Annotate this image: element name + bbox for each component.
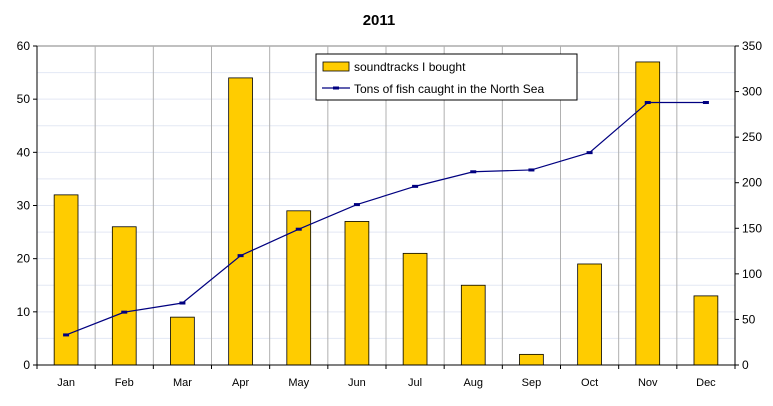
x-tick-label-mar: Mar: [173, 377, 192, 389]
y-right-tick-label: 250: [742, 130, 762, 144]
line-point-sep: [528, 168, 535, 172]
bar-nov: [635, 61, 661, 366]
bar-jul: [402, 252, 428, 366]
legend-line-marker: [333, 86, 339, 90]
bar-oct: [577, 263, 602, 366]
axes: 0 10 20 30 40 50 60 0 50 100 150 200 250 300 350 Jan Feb…: [17, 39, 763, 389]
x-tick-label-nov: Nov: [638, 377, 658, 389]
line-series: [63, 101, 709, 337]
y-right-tick-label: 0: [742, 358, 749, 372]
bar-aug: [460, 284, 486, 366]
x-tick-label-aug: Aug: [463, 377, 483, 389]
y-left-tick-label: 0: [23, 358, 30, 372]
y-right-tick-label: 350: [742, 39, 762, 53]
line-point-apr: [237, 254, 244, 258]
bar-feb: [111, 226, 137, 366]
bar-jun: [344, 221, 370, 366]
y-left-tick-label: 40: [17, 145, 31, 159]
line-point-jun: [353, 203, 360, 207]
bar-may: [286, 210, 312, 366]
legend-box: [315, 53, 578, 101]
bar-jan: [53, 194, 79, 366]
line-point-feb: [121, 310, 128, 314]
x-tick-label-sep: Sep: [522, 377, 542, 389]
line-point-jul: [412, 184, 419, 188]
y-right-tick-label: 300: [742, 85, 762, 99]
bar-dec: [693, 295, 719, 366]
legend-bar-label: soundtracks I bought: [354, 60, 466, 74]
y-left-tick-label: 10: [17, 305, 31, 319]
bar-mar: [170, 316, 195, 366]
y-left-tick-label: 30: [17, 199, 31, 213]
y-right-tick-label: 200: [742, 176, 762, 190]
line-point-mar: [179, 301, 186, 305]
x-tick-label-jan: Jan: [57, 377, 75, 389]
x-tick-label-dec: Dec: [696, 377, 716, 389]
line-point-nov: [644, 101, 651, 105]
legend-bar-swatch: [322, 61, 350, 72]
y-left-tick-label: 20: [17, 252, 31, 266]
x-tick-label-jun: Jun: [348, 377, 366, 389]
y-right-tick-label: 50: [742, 312, 756, 326]
line-point-may: [295, 227, 302, 231]
y-right-tick-label: 100: [742, 267, 762, 281]
y-left-tick-label: 60: [17, 39, 31, 53]
x-tick-label-jul: Jul: [408, 377, 422, 389]
x-tick-label-may: May: [288, 377, 309, 389]
legend-line-label: Tons of fish caught in the North Sea: [354, 82, 544, 96]
chart-title: 2011: [363, 12, 396, 29]
bar-apr: [228, 77, 253, 366]
y-left-tick-label: 50: [17, 92, 31, 106]
line-point-oct: [586, 151, 593, 155]
line-point-aug: [470, 170, 477, 174]
legend: soundtracks I bought Tons of fish caught…: [315, 53, 578, 101]
y-right-tick-label: 150: [742, 221, 762, 235]
x-tick-label-oct: Oct: [581, 377, 598, 389]
line-point-dec: [702, 101, 709, 105]
line-point-jan: [63, 333, 70, 337]
x-tick-label-feb: Feb: [115, 377, 134, 389]
line-path: [65, 101, 706, 336]
bar-series: [53, 61, 719, 366]
x-tick-label-apr: Apr: [232, 377, 249, 389]
bar-sep: [519, 353, 544, 366]
